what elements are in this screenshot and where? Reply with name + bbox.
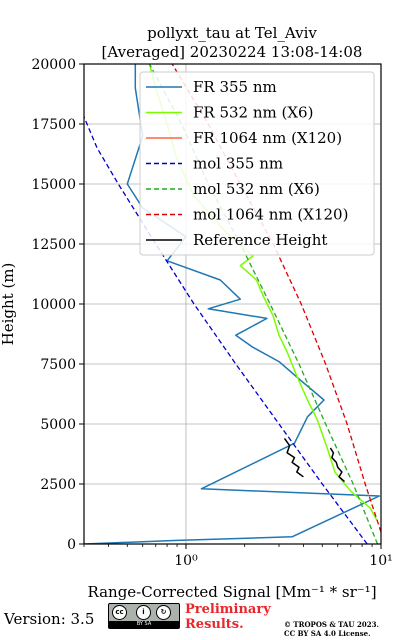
copyright-line-2: CC BY SA 4.0 License. (284, 629, 371, 638)
by-attribution-icon: i (136, 605, 151, 620)
y-tick-label: 12500 (31, 237, 76, 253)
y-axis-label: Height (m) (0, 263, 17, 346)
cc-badge-text: BY SA (109, 621, 179, 628)
version-label: Version: 3.5 (4, 610, 95, 628)
x-tick-label: 10⁰ (174, 553, 198, 569)
legend-label: Reference Height (193, 231, 327, 249)
share-alike-icon: ↻ (156, 605, 171, 620)
legend-label: FR 355 nm (193, 78, 277, 96)
axis-ticks: 10⁰ 10¹ 0 2500 5000 7500 10000 12500 15000 17500 2… (31, 57, 392, 569)
y-tick-label: 15000 (31, 177, 76, 193)
chart-title: pollyxt_tau at Tel_Aviv (147, 24, 317, 42)
x-axis-label: Range-Corrected Signal [Mm⁻¹ * sr⁻¹] (87, 583, 376, 601)
y-tick-label: 5000 (40, 417, 76, 433)
y-tick-label: 17500 (31, 117, 76, 133)
legend-label: FR 532 nm (X6) (193, 104, 313, 122)
fr-355-nm-line (84, 64, 381, 544)
mol-355-nm-line (84, 116, 368, 544)
copyright-line-1: © TROPOS & TAU 2023. (284, 620, 379, 629)
legend-label: mol 1064 nm (X120) (193, 206, 348, 224)
copyright-notice: © TROPOS & TAU 2023. CC BY SA 4.0 Licens… (284, 620, 379, 638)
cc-license-badge: cc i ↻ BY SA (108, 603, 180, 629)
y-tick-label: 0 (67, 537, 76, 553)
mol-1064-nm-x120-line (171, 64, 381, 533)
x-tick-label: 10¹ (369, 553, 392, 569)
legend-label: mol 532 nm (X6) (193, 180, 320, 198)
preliminary-line-2: Results. (185, 617, 244, 632)
reference-height-line (283, 437, 304, 478)
preliminary-notice: Preliminary Results. (185, 602, 271, 632)
legend-entries: FR 355 nm FR 532 nm (X6) FR 1064 nm (X120)… (146, 78, 348, 249)
legend-label: mol 355 nm (193, 155, 283, 173)
reference-height-line (329, 447, 345, 483)
preliminary-line-1: Preliminary (185, 602, 271, 617)
chart-subtitle: [Averaged] 20230224 13:08-14:08 (102, 43, 363, 61)
legend-box (139, 71, 375, 256)
y-tick-label: 10000 (31, 297, 76, 313)
cc-icon: cc (112, 605, 127, 620)
legend: FR 355 nm FR 532 nm (X6) FR 1064 nm (X120)… (139, 71, 375, 256)
y-tick-label: 20000 (31, 57, 76, 73)
legend-label: FR 1064 nm (X120) (193, 129, 342, 147)
y-tick-label: 7500 (40, 357, 76, 373)
y-tick-label: 2500 (40, 477, 76, 493)
